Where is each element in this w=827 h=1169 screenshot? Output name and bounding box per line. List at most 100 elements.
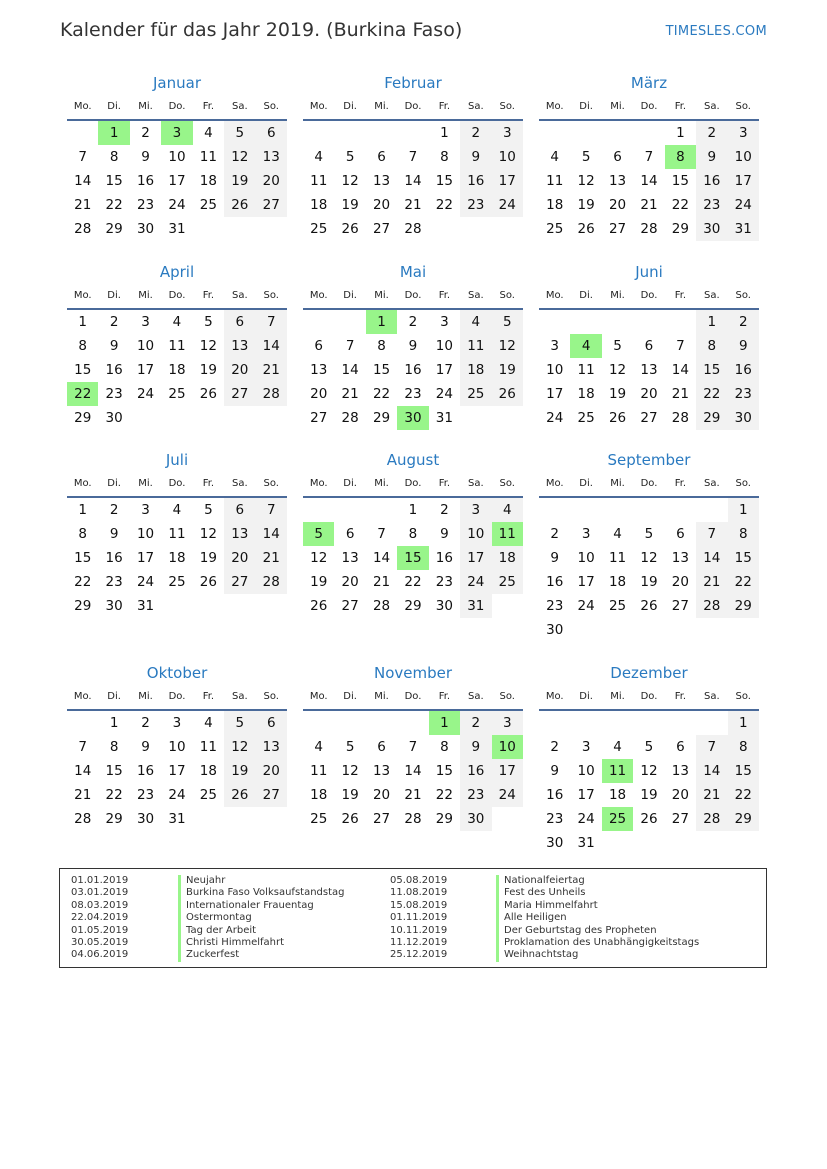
day-cell[interactable]: 24 [577,598,595,614]
day-cell[interactable]: 2 [727,310,759,334]
day-cell[interactable]: 18 [199,763,217,779]
day-cell[interactable]: 4 [460,310,492,334]
day-cell[interactable]: 12 [577,173,595,189]
day-cell[interactable]: 28 [341,410,359,426]
day-cell[interactable]: 23 [460,193,492,217]
day-cell[interactable]: 27 [255,783,287,807]
day-cell[interactable]: 26 [577,221,595,237]
day-cell[interactable]: 6 [377,739,386,755]
day-cell[interactable]: 15 [105,173,123,189]
day-cell[interactable]: 21 [404,787,422,803]
day-cell[interactable]: 11 [460,334,492,358]
day-cell[interactable]: 11 [199,149,217,165]
day-cell[interactable]: 26 [310,598,328,614]
day-cell[interactable]: 15 [435,763,453,779]
day-cell[interactable]: 19 [640,787,658,803]
day-cell[interactable]: 17 [168,763,186,779]
day-cell[interactable]: 14 [696,546,728,570]
day-cell[interactable]: 20 [671,787,689,803]
holiday-day-cell[interactable]: 10 [491,735,523,759]
day-cell[interactable]: 6 [345,526,355,542]
day-cell[interactable]: 4 [613,739,622,755]
day-cell[interactable]: 16 [435,550,453,566]
day-cell[interactable]: 18 [310,197,328,213]
day-cell[interactable]: 21 [696,783,728,807]
day-cell[interactable]: 19 [577,197,595,213]
day-cell[interactable]: 18 [491,546,523,570]
day-cell[interactable]: 25 [546,221,564,237]
holiday-day-cell[interactable]: 15 [397,546,429,570]
day-cell[interactable]: 3 [460,498,492,522]
day-cell[interactable]: 3 [172,715,182,731]
day-cell[interactable]: 11 [546,173,564,189]
day-cell[interactable]: 14 [74,763,92,779]
day-cell[interactable]: 27 [372,221,391,237]
day-cell[interactable]: 4 [491,498,523,522]
day-cell[interactable]: 28 [255,570,287,594]
day-cell[interactable]: 16 [727,358,759,382]
day-cell[interactable]: 10 [168,739,186,755]
day-cell[interactable]: 8 [440,739,449,755]
holiday-day-cell[interactable]: 11 [601,759,634,783]
day-cell[interactable]: 9 [460,145,492,169]
day-cell[interactable]: 15 [727,759,759,783]
day-cell[interactable]: 3 [491,711,523,735]
day-cell[interactable]: 31 [168,811,186,827]
day-cell[interactable]: 19 [640,574,658,590]
day-cell[interactable]: 24 [435,386,453,402]
day-cell[interactable]: 23 [105,574,123,590]
day-cell[interactable]: 8 [727,735,759,759]
day-cell[interactable]: 1 [727,711,759,735]
day-cell[interactable]: 24 [136,386,155,402]
day-cell[interactable]: 8 [78,338,87,354]
day-cell[interactable]: 14 [404,763,422,779]
day-cell[interactable]: 29 [404,598,422,614]
holiday-day-cell[interactable]: 1 [428,711,461,735]
holiday-day-cell[interactable]: 30 [397,406,429,430]
day-cell[interactable]: 9 [440,526,449,542]
holiday-day-cell[interactable]: 22 [67,382,99,406]
day-cell[interactable]: 1 [727,498,759,522]
day-cell[interactable]: 25 [491,570,523,594]
day-cell[interactable]: 20 [372,787,391,803]
day-cell[interactable]: 27 [310,410,328,426]
day-cell[interactable]: 10 [727,145,759,169]
day-cell[interactable]: 23 [727,382,759,406]
day-cell[interactable]: 25 [460,382,492,406]
day-cell[interactable]: 22 [671,197,689,213]
day-cell[interactable]: 25 [168,574,186,590]
day-cell[interactable]: 3 [581,739,591,755]
day-cell[interactable]: 13 [372,763,391,779]
day-cell[interactable]: 2 [550,526,559,542]
day-cell[interactable]: 8 [377,338,386,354]
day-cell[interactable]: 22 [74,574,92,590]
day-cell[interactable]: 15 [727,546,759,570]
day-cell[interactable]: 22 [372,386,391,402]
day-cell[interactable]: 20 [224,546,256,570]
holiday-day-cell[interactable]: 1 [365,310,398,334]
day-cell[interactable]: 27 [255,193,287,217]
day-cell[interactable]: 9 [550,550,559,566]
day-cell[interactable]: 2 [696,121,728,145]
day-cell[interactable]: 9 [550,763,559,779]
day-cell[interactable]: 18 [608,787,627,803]
day-cell[interactable]: 30 [460,807,492,831]
day-cell[interactable]: 17 [435,362,453,378]
day-cell[interactable]: 21 [671,386,689,402]
day-cell[interactable]: 14 [640,173,658,189]
day-cell[interactable]: 29 [435,811,453,827]
day-cell[interactable]: 9 [727,334,759,358]
day-cell[interactable]: 11 [199,739,217,755]
day-cell[interactable]: 1 [109,715,119,731]
day-cell[interactable]: 5 [204,502,213,518]
day-cell[interactable]: 23 [136,197,155,213]
day-cell[interactable]: 7 [345,338,355,354]
day-cell[interactable]: 26 [199,386,217,402]
day-cell[interactable]: 19 [341,787,359,803]
day-cell[interactable]: 29 [74,598,92,614]
day-cell[interactable]: 6 [644,338,654,354]
day-cell[interactable]: 22 [105,787,123,803]
day-cell[interactable]: 24 [168,197,186,213]
day-cell[interactable]: 26 [608,410,627,426]
day-cell[interactable]: 27 [224,382,256,406]
